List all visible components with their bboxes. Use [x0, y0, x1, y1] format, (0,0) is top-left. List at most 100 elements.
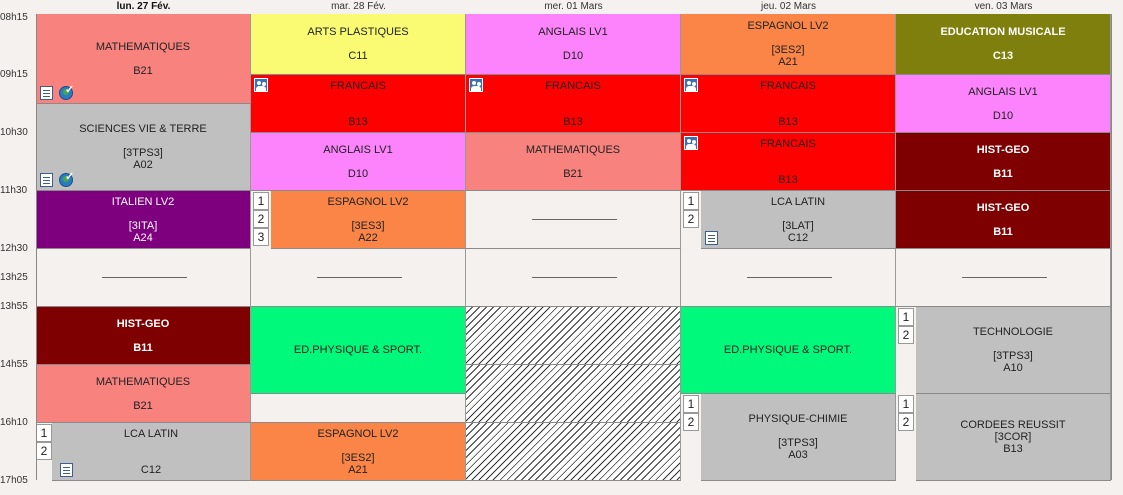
free-slot-cell — [251, 394, 466, 423]
course-room: D10 — [992, 109, 1014, 122]
course-cell-mathematiques[interactable]: MATHEMATIQUES B21 — [466, 133, 681, 191]
course-subject: ESPAGNOL LV2 — [327, 195, 409, 208]
group-number[interactable]: 1 — [898, 308, 914, 326]
course-subject: CORDEES REUSSIT — [960, 419, 1066, 431]
course-subject: SCIENCES VIE & TERRE — [79, 123, 207, 135]
group-number[interactable]: 2 — [898, 326, 914, 344]
day-header-thu[interactable]: jeu. 02 Mars — [760, 1, 817, 12]
course-room: B11 — [133, 341, 153, 354]
course-cell-education-musicale[interactable]: EDUCATION MUSICALE C13 — [896, 14, 1111, 75]
homework-doc-icon[interactable] — [40, 86, 53, 100]
group-number[interactable]: 1 — [898, 395, 914, 413]
group-number[interactable]: 2 — [36, 442, 52, 460]
group-number[interactable]: 3 — [253, 228, 269, 246]
day-header-fri[interactable]: ven. 03 Mars — [974, 1, 1033, 12]
course-subject: ITALIEN LV2 — [111, 195, 175, 208]
course-group: [3LAT] — [782, 219, 814, 232]
course-cell-anglais[interactable]: ANGLAIS LV1 D10 — [466, 14, 681, 75]
course-cell-lca-latin[interactable]: LCA LATIN [3LAT] C12 — [701, 191, 896, 249]
course-cell-physique-chimie[interactable]: PHYSIQUE-CHIMIE [3TPS3] A03 — [701, 394, 896, 481]
course-subject: TECHNOLOGIE — [972, 326, 1054, 338]
group-number[interactable]: 1 — [683, 192, 699, 210]
course-room: B13 — [1003, 443, 1023, 455]
course-cell-anglais[interactable]: ANGLAIS LV1 D10 — [896, 75, 1111, 133]
course-subject: FRANCAIS — [330, 79, 386, 92]
unavailable-slot-cell — [466, 423, 681, 481]
free-slot-cell — [466, 191, 681, 249]
course-cell-espagnol[interactable]: ESPAGNOL LV2 [3ES2] A21 — [251, 423, 466, 481]
course-group: [3ES2] — [771, 44, 805, 56]
course-cell-italien[interactable]: ITALIEN LV2 [3ITA] A24 — [36, 191, 251, 249]
course-subject: ED.PHYSIQUE & SPORT. — [723, 344, 853, 356]
course-cell-histgeo[interactable]: HIST-GEO B11 — [896, 191, 1111, 249]
course-cell-lca-latin[interactable]: LCA LATIN C12 — [52, 423, 251, 481]
course-cell-cordees-reussite[interactable]: CORDEES REUSSIT [3COR] B13 — [916, 394, 1111, 481]
course-cell-francais[interactable]: FRANCAIS B13 — [681, 75, 896, 133]
course-cell-espagnol[interactable]: ESPAGNOL LV2 [3ES2] A21 — [681, 14, 896, 75]
course-cell-mathematiques[interactable]: MATHEMATIQUES B21 — [36, 14, 251, 104]
course-room: B13 — [778, 173, 798, 186]
course-subject: MATHEMATIQUES — [95, 375, 191, 388]
lunch-break-cell — [681, 249, 896, 307]
day-header-wed[interactable]: mer. 01 Mars — [544, 1, 603, 12]
time-label: 14h55 — [0, 359, 28, 370]
time-label: 09h15 — [0, 69, 28, 80]
course-cell-francais[interactable]: FRANCAIS B13 — [681, 133, 896, 191]
group-number[interactable]: 1 — [253, 192, 269, 210]
course-cell-eps[interactable]: ED.PHYSIQUE & SPORT. — [681, 307, 896, 394]
homework-doc-icon[interactable] — [705, 231, 718, 245]
course-room: B21 — [133, 399, 153, 412]
time-label: 08h15 — [0, 12, 28, 23]
group-number[interactable]: 2 — [683, 413, 699, 431]
time-label: 12h30 — [0, 243, 28, 254]
course-cell-espagnol[interactable]: ESPAGNOL LV2 [3ES3] A22 — [271, 191, 466, 249]
course-subject: ESPAGNOL LV2 — [317, 427, 399, 440]
course-subject: HIST-GEO — [116, 317, 170, 330]
course-room: B21 — [563, 167, 583, 180]
course-group: [3COR] — [994, 431, 1032, 443]
homework-doc-icon[interactable] — [60, 463, 73, 477]
time-label: 16h10 — [0, 417, 28, 428]
course-subject: EDUCATION MUSICALE — [940, 26, 1066, 38]
day-header-mon[interactable]: lun. 27 Fév. — [116, 1, 171, 12]
lunch-break-cell — [896, 249, 1111, 307]
group-work-icon[interactable] — [684, 136, 698, 150]
lunch-break-cell — [251, 249, 466, 307]
course-subject: FRANCAIS — [760, 137, 816, 150]
course-subject: ESPAGNOL LV2 — [747, 20, 829, 32]
online-course-icon[interactable] — [59, 84, 74, 100]
course-cell-svt[interactable]: SCIENCES VIE & TERRE [3TPS3] A02 — [36, 104, 251, 191]
homework-doc-icon[interactable] — [40, 173, 53, 187]
unavailable-slot-cell — [466, 365, 681, 423]
group-work-icon[interactable] — [254, 78, 268, 92]
break-line — [962, 277, 1047, 278]
group-work-icon[interactable] — [684, 78, 698, 92]
course-cell-histgeo[interactable]: HIST-GEO B11 — [896, 133, 1111, 191]
group-number[interactable]: 2 — [898, 413, 914, 431]
group-number[interactable]: 1 — [683, 395, 699, 413]
course-cell-anglais[interactable]: ANGLAIS LV1 D10 — [251, 133, 466, 191]
group-number[interactable]: 2 — [683, 210, 699, 228]
course-cell-technologie[interactable]: TECHNOLOGIE [3TPS3] A10 — [916, 307, 1111, 394]
course-cell-francais[interactable]: FRANCAIS B13 — [466, 75, 681, 133]
break-line — [747, 277, 832, 278]
course-room: C12 — [787, 231, 809, 244]
group-number[interactable]: 2 — [253, 210, 269, 228]
course-group: [3ITA] — [128, 219, 158, 232]
group-number[interactable]: 1 — [36, 424, 52, 442]
course-group: [3ES3] — [351, 219, 385, 232]
course-cell-francais[interactable]: FRANCAIS B13 — [251, 75, 466, 133]
course-cell-mathematiques[interactable]: MATHEMATIQUES B21 — [36, 365, 251, 423]
column-separator — [36, 14, 37, 480]
group-work-icon[interactable] — [469, 78, 483, 92]
course-cell-arts-plastiques[interactable]: ARTS PLASTIQUES C11 — [251, 14, 466, 75]
course-room: C13 — [992, 50, 1014, 62]
course-cell-eps[interactable]: ED.PHYSIQUE & SPORT. — [251, 307, 466, 394]
course-cell-histgeo[interactable]: HIST-GEO B11 — [36, 307, 251, 365]
day-header-tue[interactable]: mar. 28 Fév. — [331, 1, 386, 12]
lunch-break-cell — [466, 249, 681, 307]
course-subject: FRANCAIS — [760, 79, 816, 92]
course-subject: LCA LATIN — [123, 427, 179, 440]
course-group: [3ES2] — [341, 451, 375, 464]
online-course-icon[interactable] — [59, 171, 74, 187]
